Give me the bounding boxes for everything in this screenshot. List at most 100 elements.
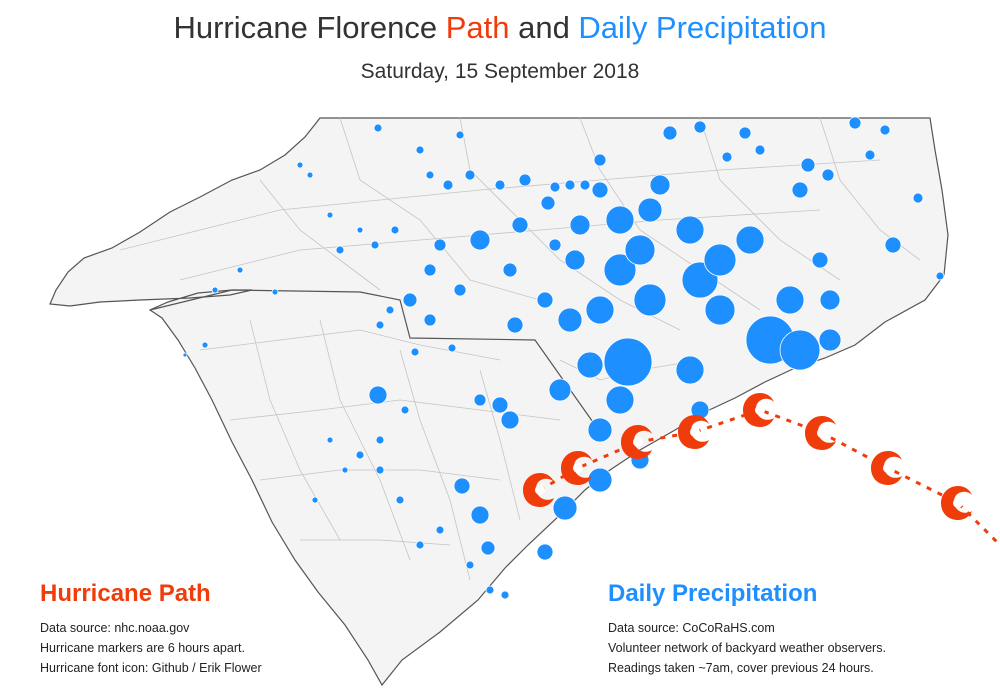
precip-marker xyxy=(453,477,471,495)
precip-marker xyxy=(912,192,924,204)
precip-marker xyxy=(423,313,437,327)
precip-marker xyxy=(511,216,529,234)
precip-marker xyxy=(415,540,425,550)
hurricane-markers xyxy=(523,393,972,520)
precip-marker xyxy=(236,266,244,274)
precip-marker xyxy=(373,123,383,133)
precip-marker xyxy=(605,385,635,415)
precip-marker xyxy=(564,179,576,191)
precip-legend-heading: Daily Precipitation xyxy=(608,580,818,607)
precip-marker xyxy=(637,197,663,223)
precip-marker xyxy=(470,505,490,525)
hurricane-legend-line: Hurricane markers are 6 hours apart. xyxy=(40,641,245,655)
precip-marker xyxy=(649,174,671,196)
precip-marker xyxy=(355,450,365,460)
precip-marker xyxy=(536,291,554,309)
precip-marker xyxy=(884,236,902,254)
precip-marker xyxy=(375,320,385,330)
precip-marker xyxy=(465,560,475,570)
precip-marker xyxy=(579,179,591,191)
precip-legend-line: Data source: CoCoRaHS.com xyxy=(608,621,775,635)
precip-marker xyxy=(557,307,583,333)
precip-marker xyxy=(605,205,635,235)
precip-marker xyxy=(819,289,841,311)
precip-legend-line: Volunteer network of backyard weather ob… xyxy=(608,641,886,655)
precip-marker xyxy=(385,305,395,315)
precip-marker xyxy=(375,435,385,445)
precip-marker xyxy=(704,294,736,326)
precip-marker xyxy=(587,417,613,443)
precip-marker xyxy=(425,170,435,180)
hurricane-icon xyxy=(621,425,652,459)
precip-marker xyxy=(603,253,637,287)
precip-marker xyxy=(518,173,532,187)
precip-marker xyxy=(818,328,842,352)
precip-marker xyxy=(375,465,385,475)
precip-marker xyxy=(500,410,520,430)
precip-marker xyxy=(356,226,364,234)
precip-marker xyxy=(442,179,454,191)
precip-marker xyxy=(633,283,667,317)
precip-marker xyxy=(536,543,554,561)
precip-marker xyxy=(693,120,707,134)
precip-marker xyxy=(569,214,591,236)
map-title: Hurricane Florence Path and Daily Precip… xyxy=(0,10,1000,46)
precip-marker xyxy=(410,347,420,357)
precip-marker xyxy=(603,337,653,387)
precip-marker xyxy=(390,225,400,235)
hurricane-icon xyxy=(678,415,709,449)
precip-marker xyxy=(564,249,586,271)
precip-marker xyxy=(738,126,752,140)
hurricane-legend-line: Hurricane font icon: Github / Erik Flowe… xyxy=(40,661,262,675)
title-path-word: Path xyxy=(445,10,510,45)
precip-marker xyxy=(502,262,518,278)
precip-marker xyxy=(271,288,279,296)
precip-marker xyxy=(296,161,304,169)
precip-marker xyxy=(675,355,705,385)
precip-marker xyxy=(311,496,319,504)
precip-marker xyxy=(754,144,766,156)
precip-marker xyxy=(548,238,562,252)
precip-marker xyxy=(935,271,945,281)
state-border xyxy=(149,289,596,426)
precip-marker xyxy=(721,151,733,163)
precip-marker xyxy=(791,181,809,199)
hurricane-legend-line: Data source: nhc.noaa.gov xyxy=(40,621,190,635)
precip-marker xyxy=(370,240,380,250)
precip-marker xyxy=(879,124,891,136)
precip-marker xyxy=(540,195,556,211)
hurricane-legend-heading: Hurricane Path xyxy=(40,580,211,607)
precip-marker xyxy=(447,343,457,353)
hurricane-icon xyxy=(743,393,774,427)
precip-marker xyxy=(485,585,495,595)
precipitation-markers xyxy=(182,116,945,600)
precip-marker xyxy=(775,285,805,315)
title-precip-word: Daily Precipitation xyxy=(578,10,827,45)
precip-marker xyxy=(306,171,314,179)
precip-marker xyxy=(500,590,510,600)
precip-marker xyxy=(848,116,862,130)
precip-marker xyxy=(473,393,487,407)
precip-marker xyxy=(435,525,445,535)
hurricane-legend: Hurricane Path Data source: nhc.noaa.gov… xyxy=(40,580,262,678)
precip-marker xyxy=(480,540,496,556)
precip-marker xyxy=(549,181,561,193)
precip-marker xyxy=(415,145,425,155)
title-part: and xyxy=(509,10,579,45)
precip-marker xyxy=(182,352,188,358)
precip-marker xyxy=(811,251,829,269)
precip-marker xyxy=(591,181,609,199)
precip-marker xyxy=(464,169,476,181)
precip-marker xyxy=(506,316,524,334)
precip-marker xyxy=(779,329,821,371)
precip-marker xyxy=(624,234,656,266)
hurricane-icon xyxy=(871,451,902,485)
precip-marker xyxy=(326,211,334,219)
precip-marker xyxy=(491,396,509,414)
precip-marker xyxy=(800,157,816,173)
precip-marker xyxy=(335,245,345,255)
precip-marker xyxy=(593,153,607,167)
precip-marker xyxy=(211,286,219,294)
precip-marker xyxy=(662,125,678,141)
